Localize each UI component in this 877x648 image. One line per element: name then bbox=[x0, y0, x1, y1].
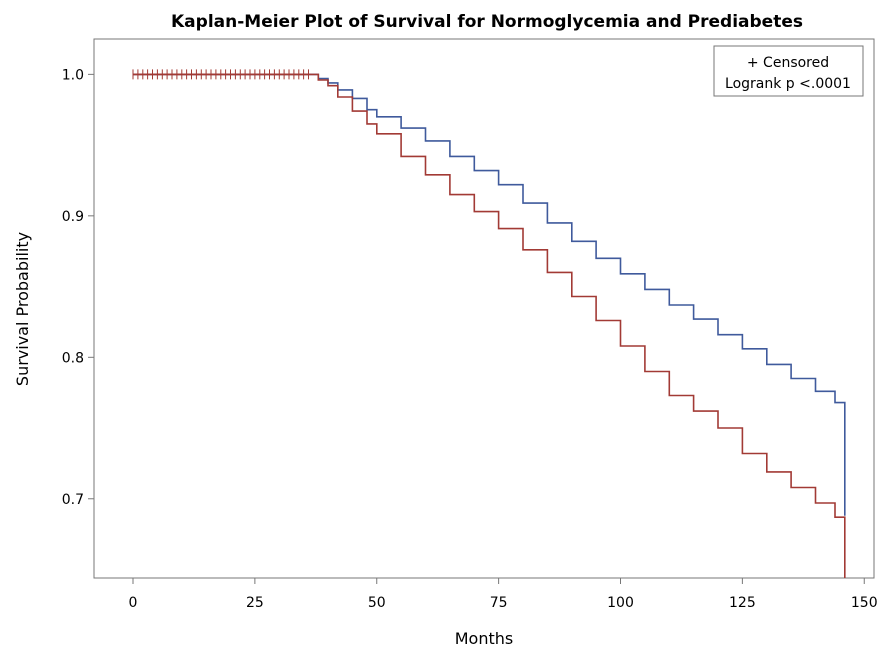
chart-title: Kaplan-Meier Plot of Survival for Normog… bbox=[171, 12, 803, 32]
y-tick-label: 1.0 bbox=[62, 67, 84, 83]
x-tick-label: 100 bbox=[607, 595, 634, 611]
y-axis-title: Survival Probability bbox=[13, 232, 32, 386]
survival-curve-2 bbox=[133, 73, 846, 578]
x-tick-label: 25 bbox=[246, 595, 264, 611]
x-tick-label: 75 bbox=[490, 595, 508, 611]
censored-marks bbox=[132, 69, 309, 80]
series-layer bbox=[133, 73, 846, 578]
x-tick-label: 0 bbox=[129, 595, 138, 611]
plot-area-frame bbox=[93, 38, 875, 579]
x-tick-label: 50 bbox=[368, 595, 386, 611]
survival-curve-1 bbox=[133, 73, 846, 516]
legend: + Censored Logrank p <.0001 bbox=[713, 45, 864, 97]
x-tick-label: 150 bbox=[851, 595, 877, 611]
y-tick-label: 0.9 bbox=[62, 209, 84, 225]
x-axis-title: Months bbox=[455, 629, 513, 648]
x-axis: 0 25 50 75 100 125 150 bbox=[129, 578, 877, 611]
legend-box bbox=[713, 45, 864, 97]
legend-censored-label: + Censored bbox=[747, 55, 829, 71]
legend-logrank-label: Logrank p <.0001 bbox=[725, 76, 851, 92]
y-axis: 0.7 0.8 0.9 1.0 bbox=[62, 67, 94, 508]
x-tick-label: 125 bbox=[729, 595, 756, 611]
y-tick-label: 0.8 bbox=[62, 350, 84, 366]
y-tick-label: 0.7 bbox=[62, 492, 84, 508]
